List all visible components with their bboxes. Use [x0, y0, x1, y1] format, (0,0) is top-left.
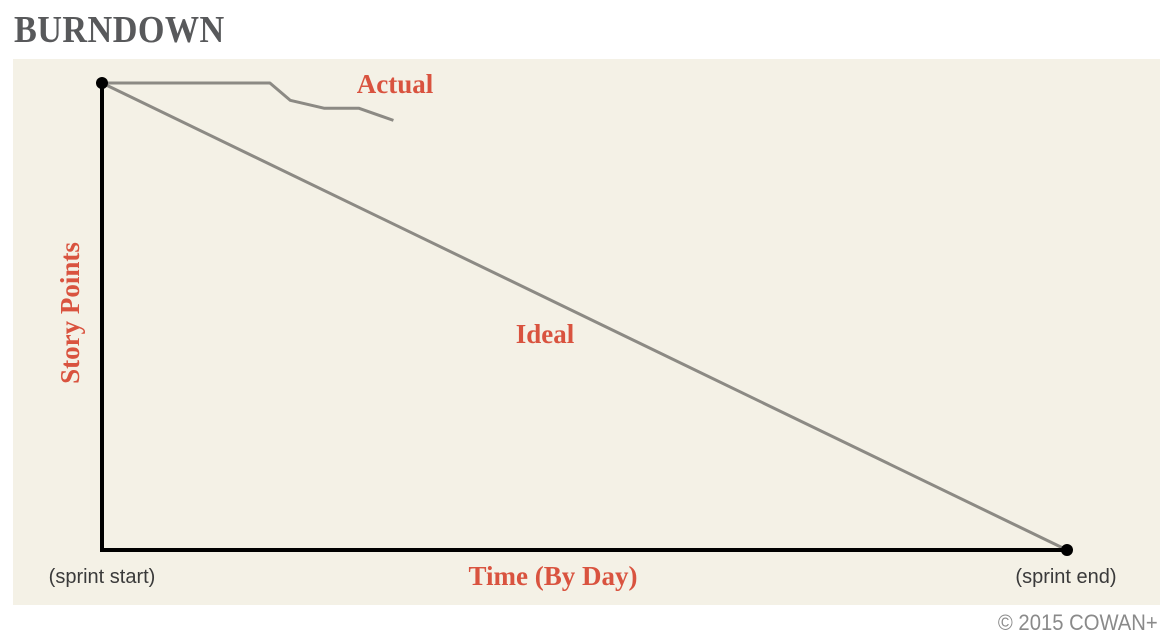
series-line-actual: [102, 81, 394, 122]
series-layer: [101, 81, 1068, 552]
x-tick-label-start: (sprint start): [49, 566, 156, 588]
label-layer: Story Points Time (By Day) (sprint start…: [49, 69, 1117, 591]
chart-title: BURNDOWN: [14, 9, 225, 51]
series-label-actual: Actual: [357, 69, 434, 99]
copyright-notice: © 2015 COWAN+: [998, 610, 1158, 635]
y-axis-label: Story Points: [55, 242, 85, 384]
x-tick-label-end: (sprint end): [1015, 566, 1116, 588]
axes-layer: [100, 83, 1067, 552]
series-line-ideal: [101, 81, 1068, 552]
chart-panel: [13, 59, 1160, 605]
start-point-marker: [96, 77, 108, 89]
end-point-marker: [1061, 544, 1073, 556]
series-label-ideal: Ideal: [516, 319, 575, 349]
marker-layer: [96, 77, 1073, 556]
x-axis-label: Time (By Day): [469, 561, 638, 591]
